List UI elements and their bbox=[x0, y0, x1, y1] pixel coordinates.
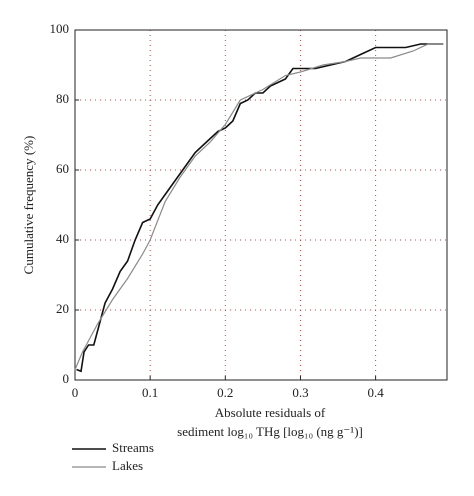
y-tick-label: 80 bbox=[56, 91, 69, 106]
x-tick-label: 0 bbox=[72, 385, 79, 400]
x-axis-label: Absolute residuals of bbox=[215, 405, 326, 420]
y-axis-label: Cumulative frequency (%) bbox=[21, 136, 36, 275]
x-tick-label: 0.2 bbox=[217, 385, 233, 400]
y-tick-label: 20 bbox=[56, 301, 69, 316]
series-line bbox=[76, 43, 444, 373]
x-tick-label: 0.4 bbox=[367, 385, 384, 400]
y-tick-label: 0 bbox=[63, 371, 70, 386]
plot-frame bbox=[74, 29, 448, 381]
series-line bbox=[74, 43, 444, 370]
y-tick-label: 60 bbox=[56, 161, 69, 176]
y-tick-label: 40 bbox=[56, 231, 69, 246]
x-axis-label: sediment log₁₀ THg [log₁₀ (ng g⁻¹)] bbox=[177, 424, 363, 439]
legend-label: Streams bbox=[112, 440, 154, 455]
x-tick-label: 0.1 bbox=[142, 385, 158, 400]
x-tick-label: 0.3 bbox=[292, 385, 308, 400]
y-tick-label: 100 bbox=[50, 21, 70, 36]
legend-label: Lakes bbox=[112, 458, 143, 473]
